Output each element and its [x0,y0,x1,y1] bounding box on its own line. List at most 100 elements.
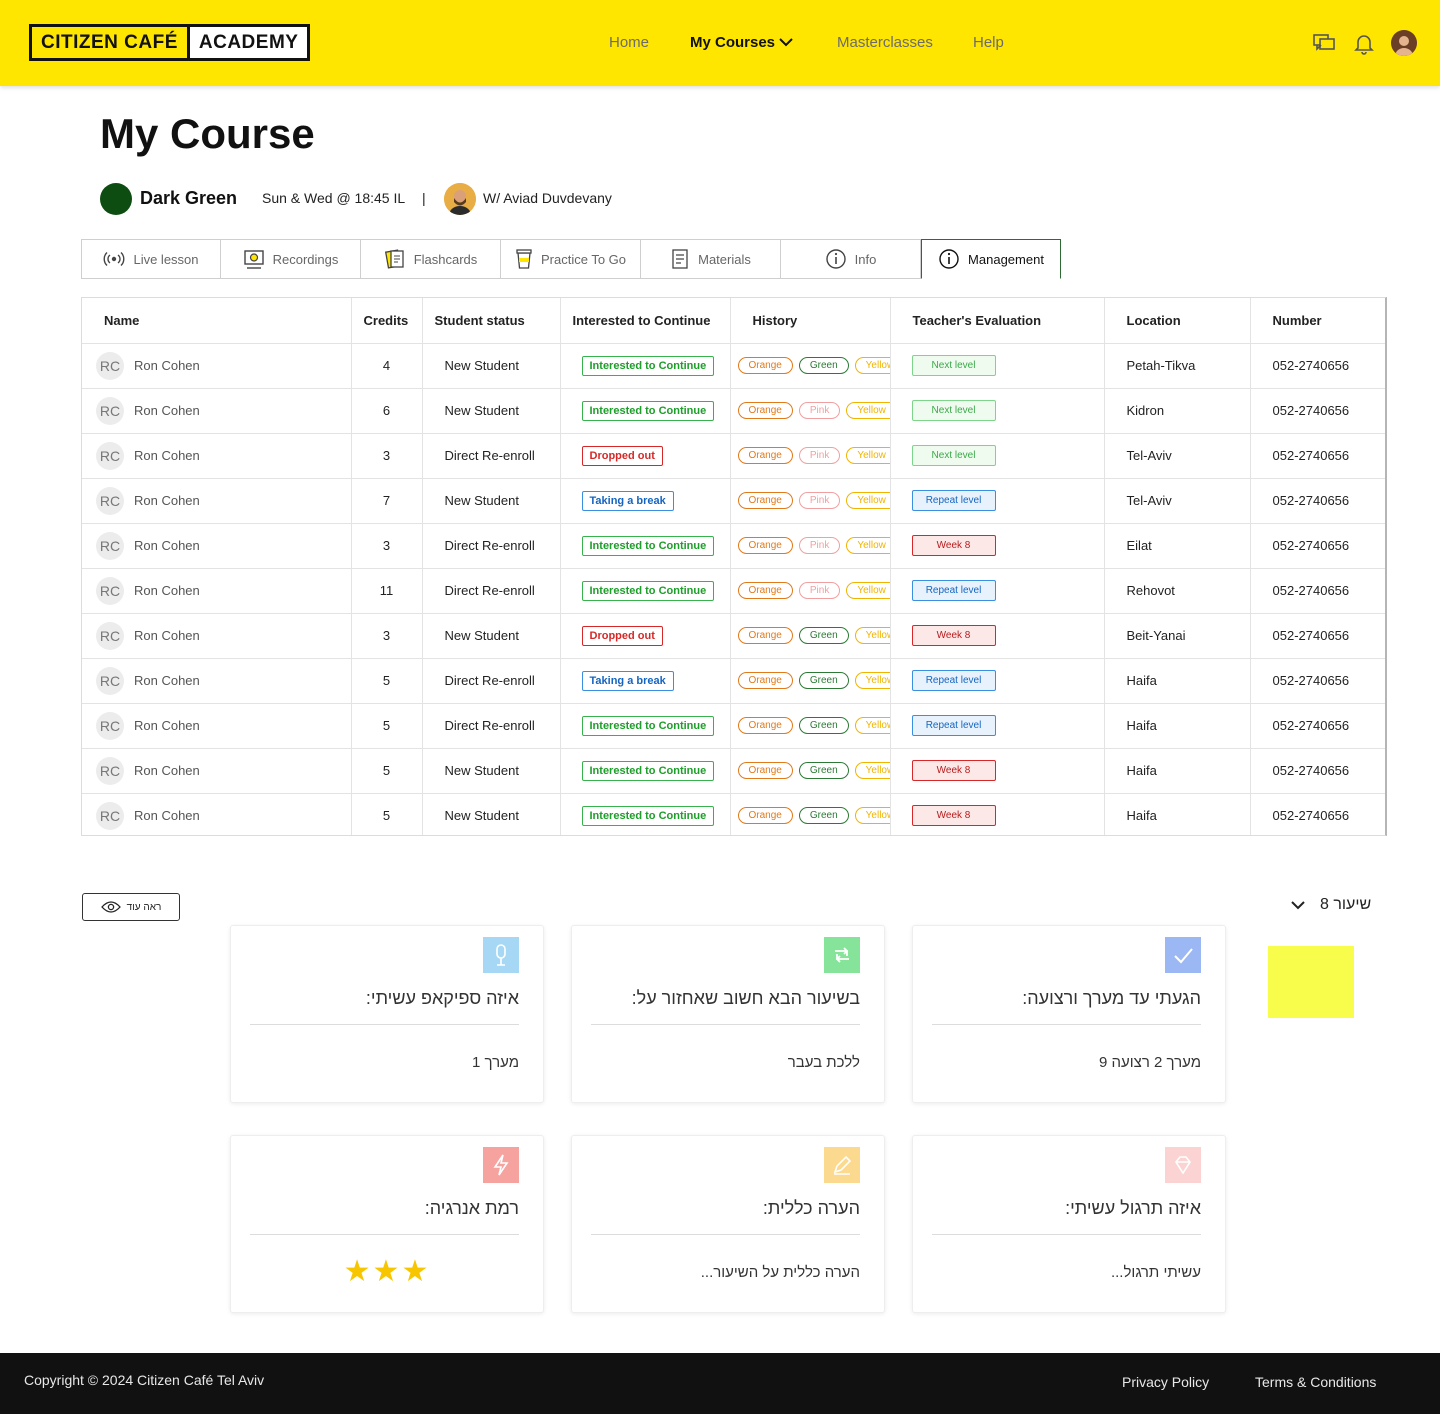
student-name[interactable]: Ron Cohen [134,673,200,688]
chevron-down-icon[interactable] [778,36,794,48]
status-badge[interactable]: Interested to Continue [581,535,715,556]
bell-icon[interactable] [1352,31,1376,55]
column-header-location[interactable]: Location [1104,298,1251,344]
summary-card[interactable]: רמת אנרגיה: ★★★ [230,1135,544,1313]
user-avatar[interactable] [1391,30,1417,56]
nav-masterclasses[interactable]: Masterclasses [837,34,933,51]
sticky-note[interactable] [1268,946,1354,1018]
student-name[interactable]: Ron Cohen [134,403,200,418]
evaluation-badge[interactable]: Repeat level [911,580,996,601]
energy-stars[interactable]: ★★★ [343,1255,431,1288]
location-cell: Kidron [1104,388,1251,434]
student-name[interactable]: Ron Cohen [134,808,200,823]
status-badge[interactable]: Interested to Continue [581,805,715,826]
table-row[interactable]: RC Ron Cohen 5 Direct Re-enroll Interested t… [82,703,1385,749]
table-row[interactable]: RC Ron Cohen 5 New Student Interested to Con… [82,748,1385,794]
teacher-name: W/ Aviad Duvdevany [483,190,612,206]
tab-management[interactable]: Management [921,239,1061,279]
column-header-evaluation[interactable]: Teacher's Evaluation [890,298,1105,344]
repeat-icon [824,937,860,973]
table-row[interactable]: RC Ron Cohen 3 Direct Re-enroll Interested t… [82,523,1385,569]
evaluation-badge[interactable]: Week 8 [911,760,996,781]
name-cell: RC Ron Cohen [82,703,352,749]
summary-card[interactable]: הגעתי עד מערך ורצועה: מערך 2 רצועה 9 [912,925,1226,1103]
status-badge[interactable]: Interested to Continue [581,715,715,736]
card-divider [250,1024,519,1025]
privacy-policy-link[interactable]: Privacy Policy [1122,1374,1210,1390]
status-badge[interactable]: Interested to Continue [581,400,715,421]
nav-help[interactable]: Help [973,34,1004,51]
status-badge[interactable]: Taking a break [581,490,674,511]
evaluation-badge[interactable]: Week 8 [911,805,996,826]
tab-info[interactable]: Info [781,239,921,279]
chevron-down-icon [1291,901,1305,910]
table-row[interactable]: RC Ron Cohen 5 New Student Interested to Con… [82,793,1385,835]
evaluation-badge[interactable]: Repeat level [911,715,996,736]
status-badge[interactable]: Taking a break [581,670,674,691]
summary-card[interactable]: הערה כללית: הערה כללית על השיעור... [571,1135,885,1313]
table-row[interactable]: RC Ron Cohen 3 Direct Re-enroll Dropped out O… [82,433,1385,479]
student-name[interactable]: Ron Cohen [134,628,200,643]
student-name[interactable]: Ron Cohen [134,763,200,778]
tab-flashcards[interactable]: Flashcards [361,239,501,279]
lightning-icon [483,1147,519,1183]
eye-icon [100,901,121,913]
evaluation-badge[interactable]: Repeat level [911,670,996,691]
flashcards-icon [384,249,404,269]
evaluation-badge[interactable]: Next level [911,400,996,421]
info-separator: | [422,190,426,206]
evaluation-badge[interactable]: Repeat level [911,490,996,511]
table-row[interactable]: RC Ron Cohen 3 New Student Dropped out Orange… [82,613,1385,659]
student-name[interactable]: Ron Cohen [134,493,200,508]
status-badge[interactable]: Dropped out [581,445,663,466]
student-name[interactable]: Ron Cohen [134,583,200,598]
column-header-interested[interactable]: Interested to Continue [560,298,731,344]
student-name[interactable]: Ron Cohen [134,538,200,553]
table-row[interactable]: RC Ron Cohen 11 Direct Re-enroll Interested … [82,568,1385,614]
lesson-selector-label: שיעור 8 [1320,896,1372,913]
history-cell: Orange Green Yellow [730,748,891,794]
status-badge[interactable]: Interested to Continue [581,760,715,781]
table-row[interactable]: RC Ron Cohen 7 New Student Taking a break Ora… [82,478,1385,524]
status-badge[interactable]: Interested to Continue [581,355,715,376]
column-header-number[interactable]: Number [1250,298,1385,344]
tab-live-lesson[interactable]: Live lesson [81,239,221,279]
evaluation-cell: Repeat level [890,478,1105,524]
column-header-student-status[interactable]: Student status [422,298,561,344]
interest-cell: Dropped out [560,613,731,659]
nav-my-courses[interactable]: My Courses [690,34,776,51]
student-name[interactable]: Ron Cohen [134,358,200,373]
column-header-history[interactable]: History [730,298,891,344]
logo[interactable]: CITIZEN CAFÉ ACADEMY [29,24,311,61]
evaluation-badge[interactable]: Next level [911,355,996,376]
table-row[interactable]: RC Ron Cohen 6 New Student Interested to Con… [82,388,1385,434]
tab-practice-to-go[interactable]: Practice To Go [501,239,641,279]
evaluation-badge[interactable]: Week 8 [911,625,996,646]
summary-card[interactable]: איזה תרגול עשיתי: עשיתי תרגול... [912,1135,1226,1313]
see-more-button[interactable]: ראה עוד [82,893,180,921]
evaluation-cell: Next level [890,433,1105,479]
summary-card[interactable]: איזה ספיקאפ עשיתי: מערך 1 [230,925,544,1103]
evaluation-badge[interactable]: Next level [911,445,996,466]
student-status-cell: New Student [422,613,561,659]
student-name[interactable]: Ron Cohen [134,448,200,463]
chat-icon[interactable] [1312,31,1336,55]
history-cell: Orange Pink Yellow [730,433,891,479]
table-row[interactable]: RC Ron Cohen 5 Direct Re-enroll Taking a bre… [82,658,1385,704]
summary-card[interactable]: בשיעור הבא חשוב שאחזור על: ללכת בעבר [571,925,885,1103]
column-header-credits[interactable]: Credits [351,298,423,344]
lesson-selector[interactable]: שיעור 8 [1290,896,1371,914]
table-row[interactable]: RC Ron Cohen 4 New Student Interested to Con… [82,343,1385,389]
status-badge[interactable]: Interested to Continue [581,580,715,601]
tab-recordings[interactable]: Recordings [221,239,361,279]
status-badge[interactable]: Dropped out [581,625,663,646]
name-cell: RC Ron Cohen [82,523,352,569]
terms-link[interactable]: Terms & Conditions [1255,1374,1377,1390]
column-header-name[interactable]: Name [82,298,352,344]
history-pill: Yellow [854,807,889,824]
evaluation-badge[interactable]: Week 8 [911,535,996,556]
tab-materials[interactable]: Materials [641,239,781,279]
number-cell: 052-2740656 [1250,613,1385,659]
nav-home[interactable]: Home [609,34,650,51]
student-name[interactable]: Ron Cohen [134,718,200,733]
